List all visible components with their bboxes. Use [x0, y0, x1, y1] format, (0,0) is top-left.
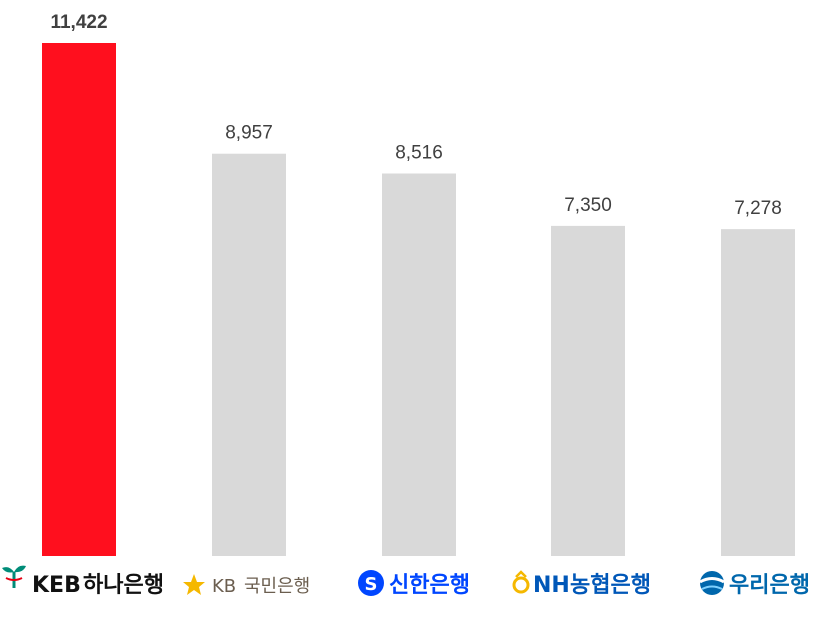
value-labels-group: 11,422 8,957 8,516 7,350 7,278: [50, 12, 781, 219]
bar-5: [721, 229, 795, 556]
value-label-4: 7,350: [564, 195, 612, 216]
shinhan-logo-text: 신한은행: [389, 573, 470, 598]
bar-2: [212, 153, 286, 556]
hana-sprout-icon: [2, 565, 26, 588]
hana-logo-text-a: KEB: [32, 573, 81, 598]
shinhan-s-icon: S: [358, 570, 384, 596]
value-label-1: 11,422: [50, 12, 107, 33]
woori-logo-text: 우리은행: [729, 573, 810, 598]
woori-circle-icon: [699, 571, 725, 595]
bar-3: [382, 173, 456, 556]
svg-text:S: S: [365, 574, 378, 595]
category-logo-nh: NH 농협은행: [512, 570, 651, 598]
bars-group: [42, 43, 795, 556]
nh-logo-text-b: 농협은행: [570, 573, 651, 598]
nh-logo-text-a: NH: [533, 573, 570, 598]
value-label-3: 8,516: [395, 143, 443, 164]
category-logo-woori: 우리은행: [699, 571, 810, 598]
category-logo-kb: KB 국민은행: [183, 574, 310, 597]
value-label-2: 8,957: [225, 123, 273, 144]
hana-logo-text-b: 하나은행: [83, 573, 164, 598]
value-label-5: 7,278: [734, 198, 782, 219]
kb-star-icon: [183, 574, 205, 595]
nh-ring-icon: [512, 570, 530, 594]
category-logo-hana: KEB 하나은행: [2, 565, 164, 598]
bar-4: [551, 225, 625, 556]
kb-logo-text-b: 국민은행: [244, 576, 310, 597]
category-logo-shinhan: S 신한은행: [358, 570, 470, 598]
bar-1: [42, 43, 116, 556]
kb-logo-text-a: KB: [212, 576, 236, 597]
